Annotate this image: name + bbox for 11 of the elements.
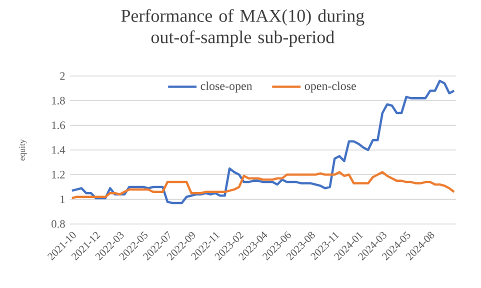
chart-title: Performance of MAX(10) during out-of-sample sub-period — [121, 9, 364, 47]
y-tick-label: 1.8 — [52, 96, 65, 105]
y-axis-title: equity — [19, 139, 27, 160]
y-tick-label: 1.4 — [52, 146, 66, 154]
y-tick-label: 1.2 — [52, 170, 65, 178]
y-tick-label: 1.6 — [52, 121, 65, 130]
y-tick-label: 0.8 — [52, 220, 65, 228]
legend-label: open-close — [304, 82, 356, 92]
y-tick-label: 1 — [60, 196, 65, 204]
legend-label: close-open — [200, 82, 252, 92]
y-tick-label: 2 — [60, 72, 65, 80]
